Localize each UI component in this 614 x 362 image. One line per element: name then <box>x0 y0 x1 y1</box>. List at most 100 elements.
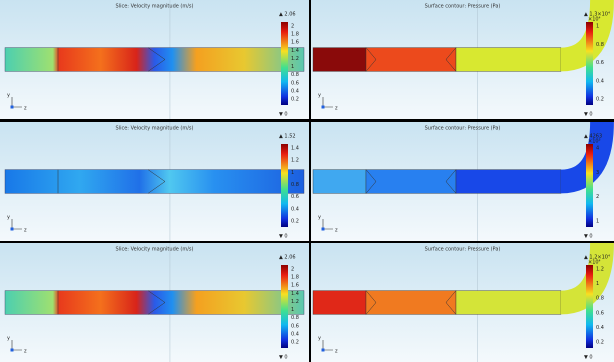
colorbar-tick-label: 0.6 <box>596 60 604 66</box>
colorbar-max: ▲ 4263 <box>584 134 602 140</box>
colorbar-tick-label: 0.4 <box>291 88 299 94</box>
colorbar-tick-label: 1 <box>291 170 294 176</box>
panel-title: Slice: Velocity magnitude (m/s) <box>116 247 194 253</box>
colorbar-tick-label: 1.4 <box>291 48 299 54</box>
colorbar-tick-label: 0.6 <box>291 80 299 86</box>
colorbar-max: ▲ 2.06 <box>279 12 296 18</box>
colorbar-tick-label: 1.8 <box>291 32 299 38</box>
axis-label-y: y <box>7 336 10 342</box>
panel-title: Slice: Velocity magnitude (m/s) <box>116 126 194 132</box>
axis-triad <box>322 97 333 108</box>
colorbar-tick-label: 0.8 <box>596 296 604 302</box>
colorbar-min: ▼ 0 <box>279 355 288 361</box>
colorbar-tick-label: 0.2 <box>596 340 604 346</box>
colorbar-tick-label: 1.8 <box>291 275 299 281</box>
colorbar <box>586 144 593 227</box>
colorbar-tick-label: 1.4 <box>291 146 299 152</box>
colorbar-tick-label: 0.4 <box>291 331 299 337</box>
panel-title: Surface contour: Pressure (Pa) <box>425 4 501 10</box>
axis-label-z: z <box>24 106 27 112</box>
colorbar <box>281 22 288 105</box>
colorbar-tick-label: 1.2 <box>291 299 299 305</box>
axis-triad <box>11 340 22 351</box>
axis-label-z: z <box>335 349 338 355</box>
pipe-pressure <box>312 169 367 194</box>
colorbar-tick-label: 2 <box>291 267 294 273</box>
colorbar-tick-label: 0.2 <box>291 97 299 103</box>
colorbar-tick-label: 0.4 <box>596 78 604 84</box>
panel-title: Surface contour: Pressure (Pa) <box>425 247 501 253</box>
axis-label-y: y <box>7 93 10 99</box>
axis-triad <box>322 219 333 230</box>
axis-label-z: z <box>335 228 338 234</box>
colorbar-tick-label: 0.4 <box>596 325 604 331</box>
colorbar-tick-label: 0.6 <box>596 310 604 316</box>
colorbar-tick-label: 1.6 <box>291 40 299 46</box>
colorbar-exponent: ×10⁴ <box>588 17 601 23</box>
colorbar-min: ▼ 0 <box>279 112 288 118</box>
colorbar-tick-label: 2 <box>596 194 599 200</box>
colorbar-tick-label: 1 <box>291 64 294 70</box>
colorbar-exponent: ×10⁴ <box>588 260 601 266</box>
colorbar-tick-label: 0.8 <box>291 182 299 188</box>
axis-origin <box>10 227 14 231</box>
colorbar-tick-label: 1 <box>596 281 599 287</box>
colorbar-tick-label: 0.8 <box>596 42 604 48</box>
colorbar-max: ▲ 1.52 <box>279 134 296 140</box>
colorbar-tick-label: 1 <box>596 24 599 30</box>
colorbar <box>281 265 288 348</box>
pipe-pressure <box>455 290 562 315</box>
colorbar-max: ▲ 2.06 <box>279 255 296 261</box>
colorbar-min: ▼ 0 <box>584 112 593 118</box>
pipe-velocity <box>4 169 305 194</box>
pipe-outline <box>365 47 457 72</box>
colorbar-max: ▲ 1.3×10⁴ <box>584 12 610 18</box>
colorbar-exponent: ×10³ <box>588 139 601 145</box>
colorbar-tick-label: 3 <box>596 170 599 176</box>
colorbar-min: ▼ 0 <box>584 355 593 361</box>
pipe-pressure <box>312 290 367 315</box>
colorbar-tick-label: 1 <box>291 307 294 313</box>
colorbar-tick-label: 1.2 <box>596 267 604 273</box>
colorbar-min: ▼ 0 <box>279 234 288 240</box>
axis-triad <box>11 97 22 108</box>
colorbar <box>586 22 593 105</box>
axis-origin <box>321 227 325 231</box>
colorbar-tick-label: 0.2 <box>291 219 299 225</box>
axis-origin <box>10 105 14 109</box>
pipe-pressure <box>365 169 457 194</box>
axis-label-z: z <box>24 349 27 355</box>
axis-label-y: y <box>7 215 10 221</box>
diffuser-edge <box>57 47 166 72</box>
axis-label-y: y <box>318 215 321 221</box>
pipe-pressure <box>312 47 367 72</box>
colorbar-tick-label: 2 <box>291 24 294 30</box>
axis-origin <box>10 348 14 352</box>
colorbar-tick-label: 1 <box>596 219 599 225</box>
diffuser-edge <box>57 169 166 194</box>
colorbar <box>281 144 288 227</box>
colorbar <box>586 265 593 348</box>
colorbar-tick-label: 0.2 <box>596 97 604 103</box>
axis-label-y: y <box>318 93 321 99</box>
panel-title: Slice: Velocity magnitude (m/s) <box>116 4 194 10</box>
axis-label-z: z <box>335 106 338 112</box>
pipe-pressure <box>455 169 562 194</box>
colorbar-tick-label: 0.2 <box>291 340 299 346</box>
axis-triad <box>322 340 333 351</box>
colorbar-tick-label: 0.6 <box>291 323 299 329</box>
panel-title: Surface contour: Pressure (Pa) <box>425 126 501 132</box>
pipe-velocity <box>4 290 305 315</box>
colorbar-min: ▼ 0 <box>584 234 593 240</box>
colorbar-max: ▲ 1.2×10⁴ <box>584 255 610 261</box>
pipe-pressure <box>365 47 457 72</box>
axis-origin <box>321 348 325 352</box>
pipe-velocity <box>4 47 305 72</box>
colorbar-tick-label: 1.2 <box>291 158 299 164</box>
pipe-pressure <box>455 47 562 72</box>
pipe-outline <box>365 290 457 315</box>
pipe-outline <box>365 169 457 194</box>
axis-label-y: y <box>318 336 321 342</box>
